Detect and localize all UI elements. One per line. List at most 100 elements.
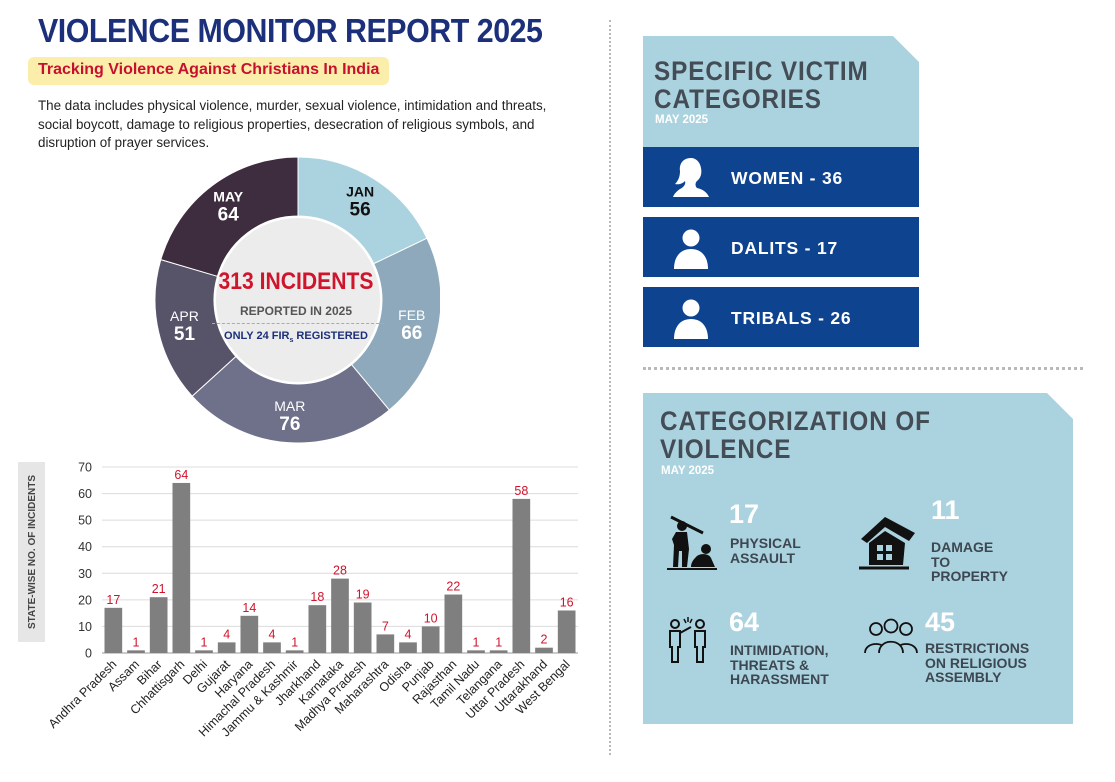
bar-8 [285,650,304,653]
bar-10 [331,578,349,653]
bar-value-label: 1 [201,635,208,649]
column-divider [609,20,611,755]
intimidation-label: INTIMIDATION, THREATS & HARASSMENT [730,642,829,687]
donut-slice-may [160,156,299,277]
bar-16 [467,650,485,653]
woman-icon [673,158,709,197]
report-subtitle: Tracking Violence Against Christians In … [28,57,390,85]
bar-17 [489,650,508,653]
violence-panel-title-line2: VIOLENCE [660,434,792,464]
victim-panel-month: MAY 2025 [655,114,709,126]
bar-value-label: 14 [242,601,256,615]
victim-label-dalits: DALITS - 17 [731,238,839,258]
donut-month-value: 64 [218,205,240,226]
bar-value-label: 2 [541,633,548,647]
bar-0 [104,607,123,653]
bar-value-label: 58 [514,484,528,498]
bar-4 [195,650,213,653]
donut-month-value: 51 [174,324,196,345]
y-axis-label: STATE-WISE NO. OF INCIDENTS [27,475,38,629]
y-tick-label: 60 [78,487,92,501]
victim-panel-title-line1: SPECIFIC VICTIM [654,56,869,86]
bar-value-label: 4 [269,627,276,641]
bar-14 [421,626,440,653]
donut-month-value: 56 [350,199,371,220]
victim-row-tribals: TRIBALS - 26 [643,287,919,347]
victim-label-women: WOMEN - 36 [731,168,844,188]
victim-panel-title-line2: CATEGORIES [654,84,822,114]
donut-month-value: 66 [401,323,422,344]
y-tick-label: 0 [85,647,92,661]
victim-row-women: WOMEN - 36 [643,147,919,207]
donut-month-label: FEB [398,307,425,323]
y-tick-label: 40 [78,540,92,554]
victim-label-tribals: TRIBALS - 26 [731,308,852,328]
bar-value-label: 17 [106,593,120,607]
fir-note-prefix: ONLY 24 FIR [224,330,290,342]
bar-12 [376,634,395,653]
donut-month-label: MAY [213,189,243,205]
section-divider [643,367,1083,370]
victim-categories-panel: SPECIFIC VICTIM CATEGORIES MAY 2025 [643,36,919,148]
report-title: VIOLENCE MONITOR REPORT 2025 [38,12,543,49]
restrictions-count: 45 [925,607,956,637]
donut-month-label: APR [170,308,199,324]
intimidation-count: 64 [729,607,760,637]
y-tick-label: 70 [78,461,92,475]
bar-7 [263,642,281,653]
donut-slice-mar [191,355,391,444]
donut-center-disc [216,218,380,382]
y-tick-label: 50 [78,514,92,528]
bar-value-label: 1 [473,635,480,649]
y-tick-label: 30 [78,567,92,581]
bar-15 [444,594,463,653]
fir-note-subscript: s [289,337,294,345]
physical-assault-label: PHYSICAL ASSAULT [730,535,801,566]
bar-11 [353,602,372,653]
bar-2 [149,597,168,653]
bar-value-label: 16 [560,595,574,609]
bar-chart-ylabel-box [18,462,45,642]
property-damage-label: DAMAGE TO PROPERTY [931,539,1009,584]
bar-value-label: 1 [495,635,502,649]
bar-value-label: 4 [405,627,412,641]
donut-slice-feb [350,237,440,411]
bar-13 [399,642,417,653]
bar-value-label: 1 [133,635,140,649]
bar-value-label: 64 [174,468,188,482]
bar-19 [535,647,553,653]
bar-value-label: 21 [152,582,166,596]
bar-value-label: 28 [333,564,347,578]
bar-value-label: 19 [356,588,370,602]
donut-fir-note: ONLY 24 FIRs REGISTERED [190,330,402,344]
bar-value-label: 7 [382,619,389,633]
bar-1 [127,650,145,653]
physical-assault-icon [667,515,717,570]
victim-row-dalits: DALITS - 17 [643,217,919,277]
x-category-label: Andhra Pradesh [46,657,120,731]
bar-6 [240,615,259,653]
bar-value-label: 18 [310,590,324,604]
donut-center-title: 313 INCIDENTS [218,268,374,295]
donut-center-subtitle: REPORTED IN 2025 [239,304,353,318]
donut-month-label: JAN [346,183,374,199]
violence-panel-title-line1: CATEGORIZATION OF [660,406,931,436]
property-damage-count: 11 [931,495,960,525]
bar-value-label: 22 [446,580,460,594]
bar-20 [557,610,576,653]
physical-assault-count: 17 [729,499,760,529]
bar-18 [512,498,531,653]
bar-9 [308,605,327,653]
donut-center-divider [212,323,384,324]
bar-3 [172,482,191,653]
fir-note-suffix: REGISTERED [293,330,368,342]
donut-month-value: 76 [279,414,300,435]
person-icon [674,229,708,269]
group-icon [864,618,918,654]
y-tick-label: 20 [78,593,92,607]
y-tick-label: 10 [78,620,92,634]
damaged-house-icon [859,517,915,570]
person-icon [674,299,708,339]
